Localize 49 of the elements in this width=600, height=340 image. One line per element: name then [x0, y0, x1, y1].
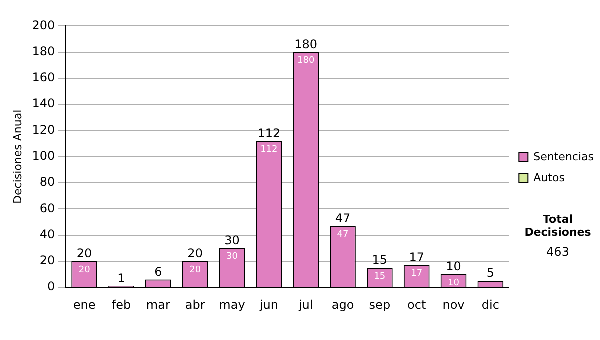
annotation: 20 [188, 246, 203, 261]
legend-label: Autos [534, 171, 566, 184]
text: 463 [546, 245, 570, 259]
x-tick-label: jun [258, 298, 278, 312]
data-label: 112 [260, 145, 278, 156]
y-tick-label: 40 [40, 227, 56, 242]
annotation: 20 [76, 246, 92, 261]
x-tick-label: ago [332, 298, 354, 312]
annotation: 10 [446, 260, 462, 274]
annotation: 180 [294, 37, 318, 52]
x-tick-label: nov [442, 298, 465, 312]
y-tick-label: 120 [32, 122, 56, 137]
y-axis-title: Decisiones Anual [11, 110, 24, 204]
y-tick-label: 0 [47, 280, 56, 294]
x-tick-label: oct [408, 298, 426, 312]
x-tick-label: dic [482, 298, 500, 312]
text: Total Decisiones [524, 213, 592, 239]
x-tick-label: sep [369, 298, 391, 312]
legend-label: Sentencias [534, 150, 594, 164]
y-tick-label: 180 [32, 44, 56, 58]
data-label: 20 [190, 265, 202, 276]
y-tick-label: 80 [40, 175, 56, 190]
y-tick-label: 200 [32, 18, 56, 32]
y-tick-label: 60 [40, 201, 56, 216]
data-label: 17 [411, 269, 423, 280]
data-label: 20 [78, 265, 91, 276]
x-tick-label: jul [298, 298, 314, 312]
x-tick-label: ene [73, 298, 96, 312]
annotation: 15 [372, 253, 388, 268]
annotation: 112 [258, 126, 281, 140]
data-label: 180 [297, 56, 315, 66]
x-tick-label: feb [112, 298, 132, 312]
annotation: 17 [409, 250, 424, 265]
x-tick-label: abr [185, 298, 206, 312]
y-tick-label: 100 [32, 149, 56, 164]
annotation: 30 [224, 234, 240, 248]
data-label: 15 [374, 272, 386, 282]
x-tick-label: mar [146, 298, 170, 312]
data-label: 10 [448, 278, 460, 288]
annotation: 5 [486, 266, 495, 280]
x-tick-label: may [219, 298, 246, 312]
data-label: 47 [337, 230, 349, 240]
annotation: 6 [154, 264, 162, 279]
y-tick-label: 140 [32, 96, 56, 111]
annotation: 47 [335, 211, 351, 226]
y-tick-label: 20 [40, 254, 56, 268]
y-tick-label: 160 [32, 70, 56, 85]
annotation: 1 [118, 271, 126, 286]
data-label: 30 [226, 252, 238, 262]
